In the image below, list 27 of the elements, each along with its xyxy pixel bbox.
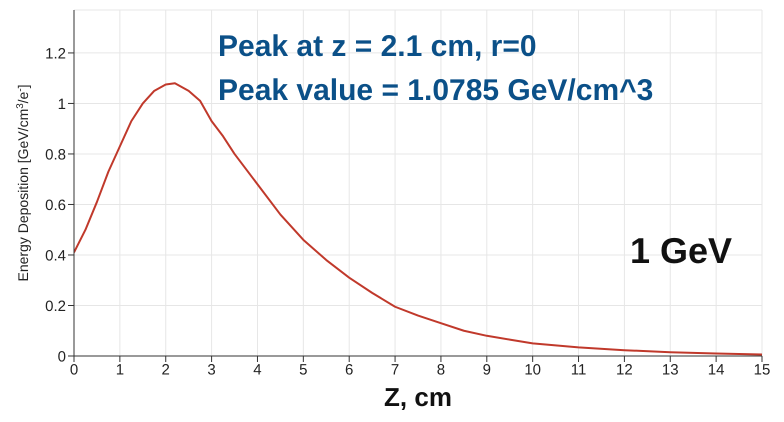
x-tick-label: 2 (162, 362, 170, 379)
x-tick-label: 9 (482, 362, 491, 379)
x-tick-label: 3 (207, 362, 216, 379)
y-tick-label: 0.8 (45, 146, 66, 164)
x-tick-label: 14 (708, 362, 724, 379)
y-tick-label: 0 (58, 348, 66, 366)
x-tick-label: 4 (253, 362, 262, 379)
x-axis-title: Z, cm (384, 382, 452, 412)
annotation: 1 GeV (630, 230, 732, 272)
x-tick-label: 15 (754, 362, 770, 379)
x-tick-label: 5 (299, 362, 308, 379)
y-tick-label: 1.2 (45, 45, 66, 62)
x-tick-label: 0 (70, 362, 78, 379)
x-tick-label: 10 (524, 362, 542, 379)
annotation: Peak at z = 2.1 cm, r=0 (218, 30, 537, 64)
x-tick-label: 13 (662, 362, 679, 379)
x-tick-label: 11 (570, 362, 586, 379)
x-tick-label: 6 (345, 362, 354, 379)
x-tick-label: 12 (616, 362, 633, 379)
y-tick-label: 0.6 (45, 196, 66, 214)
x-tick-label: 1 (116, 362, 124, 379)
x-tick-label: 7 (390, 362, 400, 379)
annotation: Peak value = 1.0785 GeV/cm^3 (218, 74, 654, 108)
x-tick-label: 8 (436, 362, 446, 379)
y-tick-label: 1 (58, 96, 66, 113)
y-tick-label: 0.2 (45, 298, 66, 315)
y-tick-label: 0.4 (45, 247, 66, 264)
